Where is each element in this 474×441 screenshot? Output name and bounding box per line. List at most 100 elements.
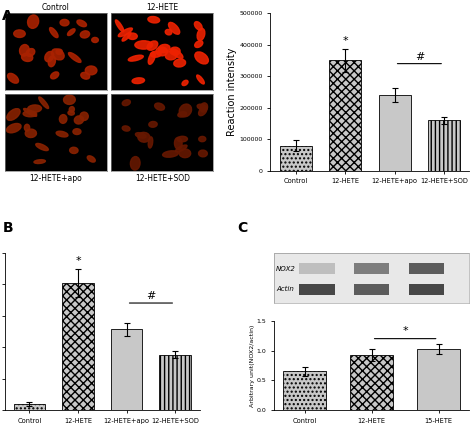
Text: Actin: Actin [276, 286, 294, 292]
Bar [379, 95, 410, 171]
Text: *: * [75, 256, 81, 266]
Ellipse shape [81, 72, 90, 79]
Bar [354, 284, 389, 295]
Ellipse shape [178, 112, 187, 117]
Text: #: # [146, 291, 155, 301]
Ellipse shape [80, 112, 88, 120]
Ellipse shape [171, 49, 183, 59]
Ellipse shape [14, 30, 25, 37]
Ellipse shape [163, 151, 178, 157]
Title: 12-HETE: 12-HETE [146, 4, 178, 12]
Ellipse shape [174, 138, 182, 149]
Bar [354, 263, 389, 274]
Bar [409, 263, 444, 274]
Ellipse shape [25, 129, 36, 138]
Ellipse shape [19, 45, 29, 56]
Ellipse shape [50, 27, 58, 37]
Ellipse shape [130, 157, 140, 170]
Ellipse shape [128, 33, 137, 39]
Ellipse shape [26, 49, 35, 56]
Ellipse shape [51, 72, 59, 79]
Ellipse shape [135, 41, 153, 49]
Ellipse shape [68, 52, 81, 63]
Bar [300, 263, 335, 274]
Ellipse shape [199, 136, 206, 142]
Bar [283, 371, 327, 410]
Ellipse shape [194, 22, 202, 30]
Ellipse shape [21, 53, 33, 61]
Ellipse shape [199, 107, 207, 116]
Ellipse shape [200, 103, 208, 112]
Text: #: # [415, 52, 424, 62]
Ellipse shape [27, 105, 42, 112]
Text: *: * [342, 36, 348, 46]
Ellipse shape [24, 108, 36, 116]
Ellipse shape [74, 116, 83, 124]
Ellipse shape [67, 29, 75, 36]
Y-axis label: Arbitrary unit(NOX2/actin): Arbitrary unit(NOX2/actin) [250, 324, 255, 407]
Ellipse shape [132, 78, 145, 84]
Ellipse shape [136, 133, 146, 138]
X-axis label: 12-HETE+SOD: 12-HETE+SOD [135, 173, 190, 183]
Ellipse shape [155, 103, 164, 110]
Ellipse shape [56, 131, 68, 137]
Ellipse shape [7, 123, 21, 133]
Ellipse shape [179, 104, 191, 117]
Ellipse shape [39, 97, 49, 108]
Bar [300, 284, 335, 295]
Ellipse shape [69, 107, 74, 112]
Ellipse shape [150, 51, 161, 57]
Bar [350, 355, 393, 410]
Ellipse shape [170, 47, 180, 55]
Ellipse shape [149, 121, 157, 127]
Ellipse shape [118, 28, 132, 37]
Bar [14, 404, 45, 410]
Ellipse shape [64, 95, 75, 105]
Ellipse shape [52, 49, 64, 60]
Ellipse shape [36, 143, 48, 150]
Text: C: C [237, 220, 247, 235]
Ellipse shape [87, 156, 95, 162]
Ellipse shape [148, 16, 160, 23]
Text: *: * [402, 326, 408, 336]
Bar [280, 146, 312, 171]
Ellipse shape [199, 150, 207, 157]
Ellipse shape [122, 32, 131, 41]
Bar [111, 329, 142, 410]
Ellipse shape [56, 49, 63, 54]
Text: B: B [2, 220, 13, 235]
Ellipse shape [148, 52, 155, 64]
Ellipse shape [45, 52, 54, 62]
Bar [329, 60, 361, 171]
Bar [428, 120, 460, 171]
Ellipse shape [122, 100, 130, 106]
Ellipse shape [7, 108, 20, 120]
Ellipse shape [68, 111, 74, 115]
Ellipse shape [122, 126, 130, 131]
Ellipse shape [195, 41, 203, 48]
Ellipse shape [27, 15, 39, 28]
Ellipse shape [147, 41, 158, 50]
Ellipse shape [182, 80, 188, 86]
Ellipse shape [73, 129, 81, 135]
Ellipse shape [177, 136, 187, 142]
Ellipse shape [34, 160, 46, 164]
Ellipse shape [175, 145, 187, 152]
Ellipse shape [48, 56, 55, 67]
Ellipse shape [165, 30, 172, 35]
Ellipse shape [91, 37, 98, 42]
Text: NOX2: NOX2 [276, 266, 296, 272]
Ellipse shape [60, 19, 69, 26]
Ellipse shape [8, 73, 18, 83]
Title: Control: Control [42, 4, 70, 12]
Ellipse shape [179, 149, 191, 157]
Text: A: A [2, 9, 13, 23]
Ellipse shape [165, 51, 177, 60]
Bar [409, 284, 444, 295]
Ellipse shape [128, 55, 143, 61]
Ellipse shape [138, 132, 150, 142]
Ellipse shape [174, 59, 186, 67]
Ellipse shape [197, 28, 205, 41]
Ellipse shape [197, 104, 207, 110]
Ellipse shape [156, 47, 167, 56]
